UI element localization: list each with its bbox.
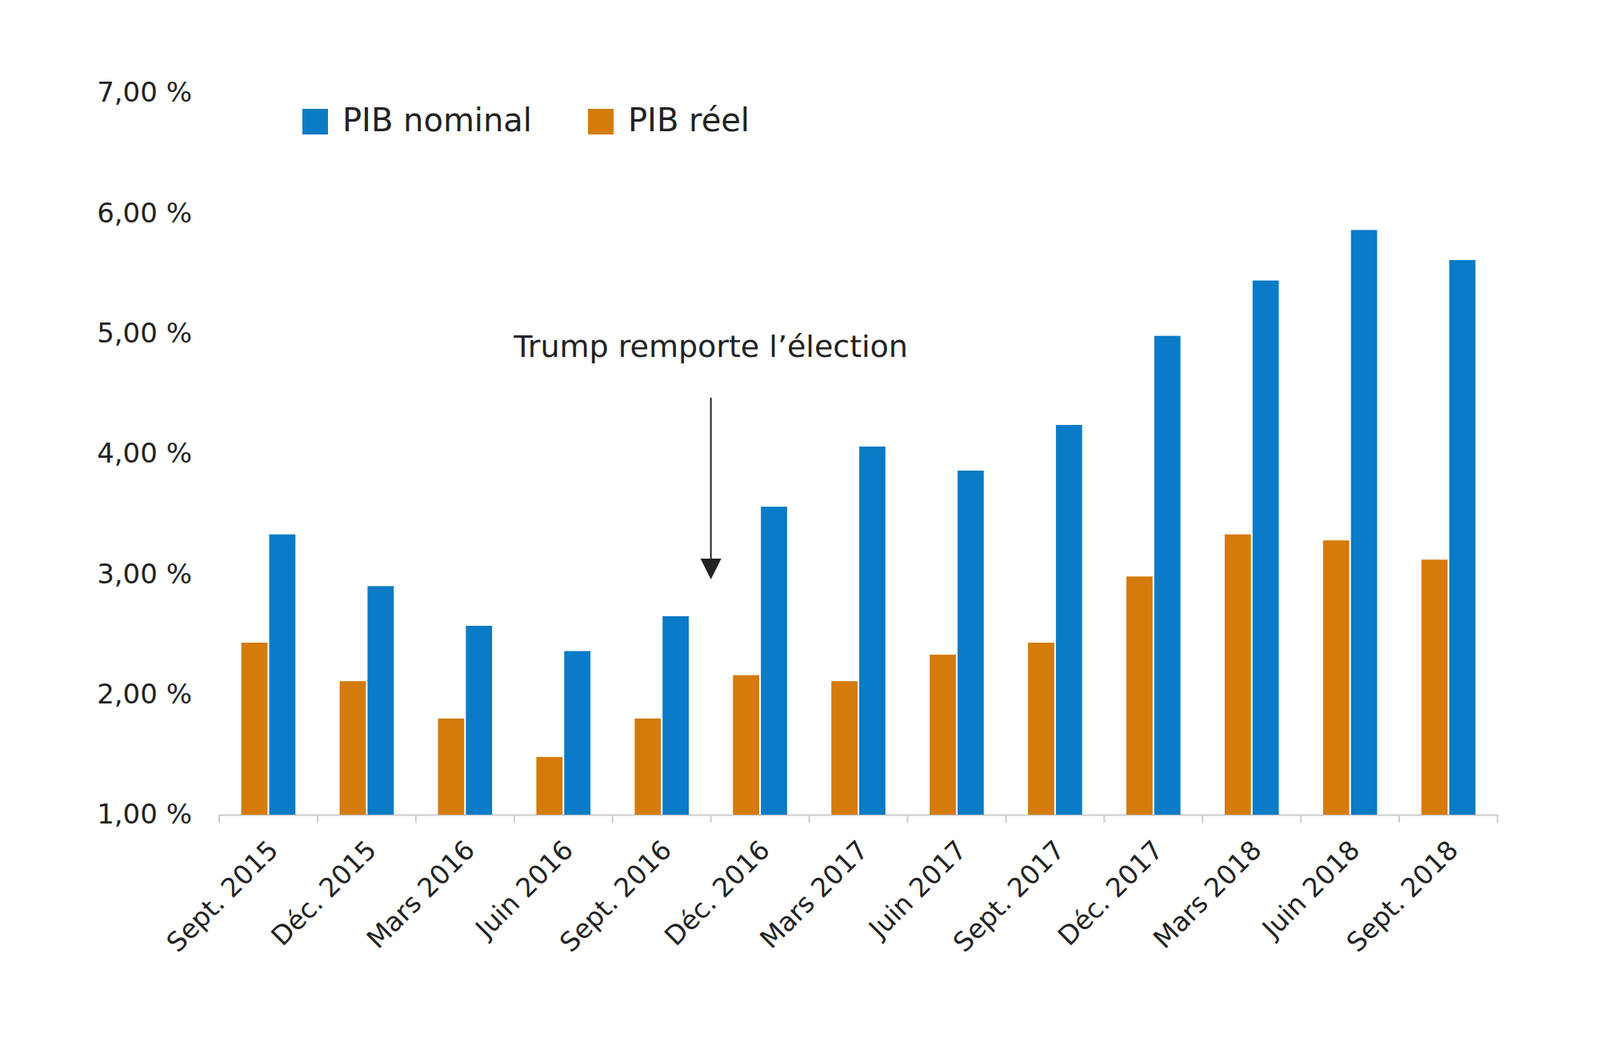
x-tick-label: Mars 2018 [1147,833,1268,955]
bars-inner [241,229,1476,815]
category-separator [1300,814,1302,823]
x-tick: Juin 2018 [1255,814,1367,945]
bar [957,470,984,815]
y-tick-label: 7,00 % [96,76,192,108]
x-tick: Mars 2016 [360,814,481,955]
bar [1126,576,1153,815]
y-tick: 7,00 % [96,76,220,108]
legend-item: PIB réel [588,101,750,139]
y-tick-label: 5,00 % [96,316,192,349]
y-tick-label: 1,00 % [96,797,192,830]
category-separator [1496,814,1499,823]
bar [831,680,858,815]
category-separator [218,814,220,823]
bar [1351,229,1378,815]
category-separator [1398,814,1400,823]
y-tick-label: 4,00 % [96,436,192,469]
bar [1323,540,1350,815]
legend: PIB nominal PIB réel [302,101,750,139]
y-tick-label: 6,00 % [96,196,192,229]
bar [662,616,689,815]
y-tick-label: 2,00 % [96,677,192,710]
y-tick: 5,00 % [96,316,220,349]
x-axis-line [220,814,1499,816]
x-tick-label: Sept. 2015 [160,833,284,958]
x-tick: Sept. 2016 [553,814,678,958]
x-tick: Juin 2016 [468,814,580,945]
bar [1154,336,1181,815]
category-separator [906,814,908,823]
bar [634,718,661,815]
bar [1449,260,1476,815]
legend-label: PIB réel [628,101,750,139]
category-separator [710,814,712,823]
bar [340,680,367,815]
y-tick: 2,00 % [96,677,220,710]
category-separator [612,814,614,823]
y-tick: 3,00 % [96,557,220,590]
bar [536,756,563,815]
category-separator [1004,814,1007,823]
bar [269,534,296,815]
x-axis: Sept. 2015Déc. 2015Mars 2016Juin 2016Sep… [160,814,1498,958]
bar [241,642,268,815]
bar [732,675,760,815]
y-tick: 6,00 % [96,196,220,229]
x-tick: Juin 2017 [861,814,973,945]
x-tick: Mars 2017 [753,814,875,955]
bar [1028,642,1055,815]
x-tick-label: Mars 2017 [753,833,875,955]
x-tick: Sept. 2017 [947,814,1072,958]
x-tick-label: Mars 2016 [360,833,481,955]
bar [564,651,591,815]
annotation-text: Trump remporte l’élection [512,328,908,364]
category-separator [808,814,811,823]
bars [241,229,1476,815]
bar [929,654,956,815]
y-tick-label: 3,00 % [96,557,192,590]
category-separator [1103,814,1105,823]
annotation: Trump remporte l’élection [512,328,908,580]
y-axis-line [219,93,220,816]
legend-swatch [588,108,614,135]
y-axis: 1,00 % 2,00 % 3,00 % 4,00 % 5,00 % 6,00 % 7,00… [96,76,220,830]
x-tick-label: Sept. 2017 [947,833,1072,958]
y-tick: 4,00 % [96,436,220,469]
x-tick: Sept. 2018 [1340,814,1464,958]
bar [859,446,886,815]
bar [1421,559,1448,815]
bar [760,506,788,815]
bar [465,625,492,815]
bar [1224,534,1252,815]
x-tick-label: Sept. 2016 [553,833,678,958]
bar [1056,424,1083,815]
y-tick: 1,00 % [96,797,220,830]
category-separator [513,814,516,823]
bar [367,585,394,815]
x-tick: Mars 2018 [1147,814,1268,955]
legend-swatch [302,108,328,135]
x-tick-label: Sept. 2018 [1340,833,1464,958]
legend-label: PIB nominal [342,101,532,139]
category-separator [415,814,417,823]
x-tick: Sept. 2015 [160,814,284,958]
category-separator [1201,814,1204,823]
chart: 1,00 % 2,00 % 3,00 % 4,00 % 5,00 % 6,00 % 7,00… [0,0,1600,1046]
annotation-arrowhead [700,558,722,580]
category-separator [316,814,319,823]
bar [438,718,465,815]
legend-item: PIB nominal [302,101,532,139]
bar [1252,280,1280,815]
plot: 1,00 % 2,00 % 3,00 % 4,00 % 5,00 % 6,00 % 7,00… [96,76,1498,958]
annotation-arrow [710,397,712,560]
